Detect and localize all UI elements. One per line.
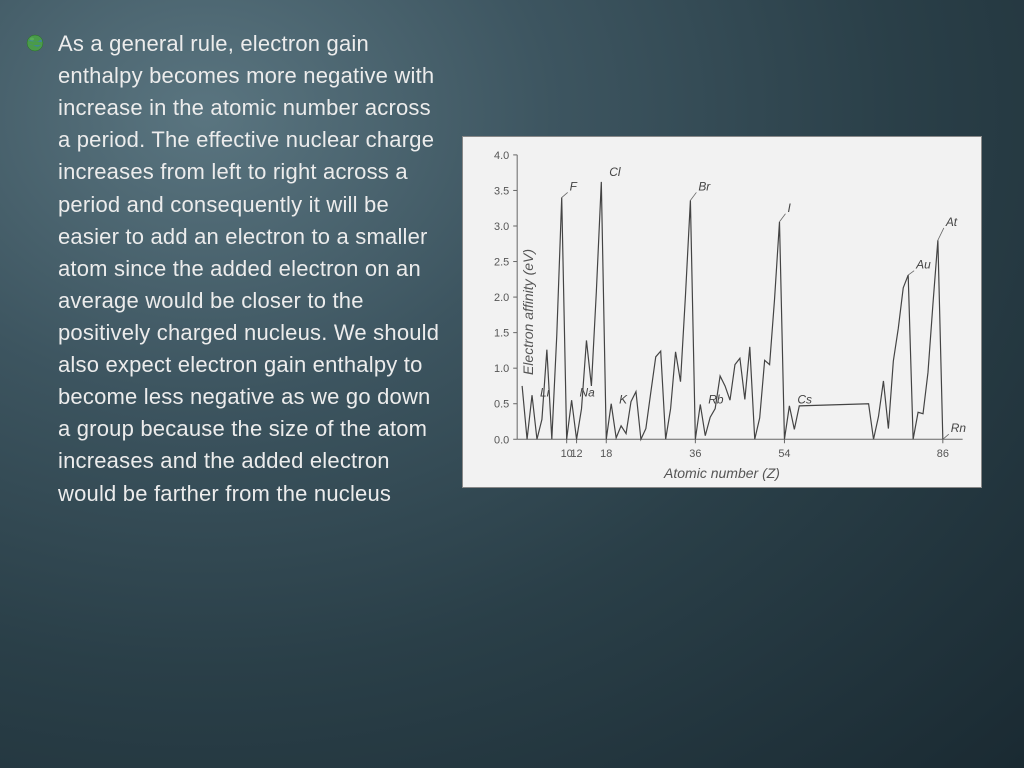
svg-text:Au: Au <box>915 258 931 272</box>
svg-text:Br: Br <box>698 179 711 193</box>
chart-column: 0.00.51.01.52.02.53.03.54.0121018365486F… <box>462 28 984 748</box>
svg-text:1.0: 1.0 <box>494 363 509 375</box>
svg-text:Cs: Cs <box>797 393 812 407</box>
svg-text:86: 86 <box>937 448 949 460</box>
svg-text:18: 18 <box>600 448 612 460</box>
svg-text:2.0: 2.0 <box>494 292 509 304</box>
svg-text:3.0: 3.0 <box>494 221 509 233</box>
svg-text:54: 54 <box>778 448 790 460</box>
svg-text:At: At <box>945 215 958 229</box>
slide-content: As a general rule, electron gain enthalp… <box>0 0 1024 768</box>
svg-text:1.5: 1.5 <box>494 328 509 340</box>
svg-text:Na: Na <box>580 386 596 400</box>
svg-text:36: 36 <box>689 448 701 460</box>
body-paragraph: As a general rule, electron gain enthalp… <box>58 28 448 510</box>
svg-text:2.5: 2.5 <box>494 257 509 269</box>
svg-text:3.5: 3.5 <box>494 185 509 197</box>
svg-text:Rn: Rn <box>951 421 967 435</box>
electron-affinity-chart: 0.00.51.01.52.02.53.03.54.0121018365486F… <box>462 136 982 488</box>
text-column: As a general rule, electron gain enthalp… <box>58 28 448 748</box>
chart-svg: 0.00.51.01.52.02.53.03.54.0121018365486F… <box>463 137 981 487</box>
svg-text:4.0: 4.0 <box>494 150 509 162</box>
svg-text:0.0: 0.0 <box>494 434 509 446</box>
svg-text:I: I <box>787 201 791 215</box>
globe-bullet-icon <box>26 34 44 52</box>
svg-text:K: K <box>619 393 628 407</box>
svg-text:F: F <box>570 179 578 193</box>
svg-text:0.5: 0.5 <box>494 399 509 411</box>
svg-text:Rb: Rb <box>708 393 724 407</box>
y-axis-label: Electron affinity (eV) <box>520 249 536 375</box>
svg-text:Cl: Cl <box>609 165 621 179</box>
svg-text:Li: Li <box>540 386 550 400</box>
x-axis-label: Atomic number (Z) <box>664 465 780 481</box>
svg-text:10: 10 <box>561 448 573 460</box>
